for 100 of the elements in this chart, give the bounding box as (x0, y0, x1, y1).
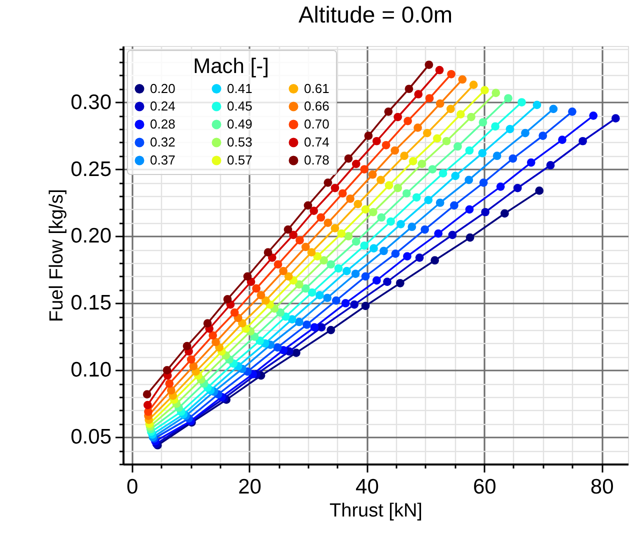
point (334, 264, 343, 273)
point (382, 140, 390, 150)
legend-label: 0.70 (304, 116, 330, 132)
point (402, 189, 411, 198)
point (317, 323, 326, 332)
point (326, 260, 336, 269)
point (447, 70, 456, 78)
point (212, 338, 220, 346)
point (262, 296, 270, 305)
point (330, 184, 340, 192)
point (284, 272, 293, 281)
point (400, 152, 408, 160)
point (492, 152, 502, 160)
point (425, 94, 434, 102)
point (504, 94, 512, 102)
point (368, 170, 377, 179)
point (294, 280, 304, 289)
point (446, 104, 455, 114)
legend-label: 0.57 (227, 152, 252, 168)
point (415, 254, 424, 262)
point (396, 278, 404, 288)
point (611, 114, 620, 123)
point (422, 128, 432, 138)
point (337, 229, 346, 238)
point (256, 291, 266, 300)
point (465, 146, 474, 155)
point (549, 104, 558, 114)
point (526, 158, 536, 167)
point (166, 386, 176, 394)
point (454, 142, 462, 151)
legend-label: 0.78 (304, 152, 330, 168)
point (162, 366, 172, 374)
point (342, 266, 351, 276)
point (438, 169, 448, 178)
y-tick-label: 0.25 (70, 158, 112, 181)
point (469, 80, 478, 90)
point (350, 300, 359, 309)
point (466, 233, 474, 242)
point (316, 291, 324, 300)
point (320, 256, 328, 265)
point (316, 213, 326, 222)
point (165, 379, 174, 388)
point (396, 220, 405, 228)
point (332, 296, 340, 305)
point (310, 206, 318, 215)
x-tick-label: 60 (472, 476, 496, 498)
point (589, 111, 598, 120)
point (354, 200, 362, 208)
point (368, 208, 378, 216)
point (341, 299, 350, 308)
point (390, 146, 400, 155)
point (430, 256, 439, 265)
point (518, 98, 526, 106)
point (465, 205, 474, 214)
point (324, 178, 332, 187)
point (301, 242, 310, 252)
point (568, 107, 576, 116)
point (500, 209, 509, 218)
point (532, 100, 542, 110)
x-tick-label: 80 (590, 476, 614, 498)
legend-label: 0.41 (227, 80, 252, 96)
y-tick-label: 0.10 (70, 358, 112, 382)
point (384, 107, 393, 116)
point (252, 284, 260, 293)
legend-label: 0.66 (304, 98, 330, 114)
point (491, 122, 500, 131)
point (450, 201, 458, 210)
point (326, 326, 336, 334)
point (223, 295, 232, 304)
point (558, 136, 566, 144)
point (424, 196, 433, 204)
y-tick-label: 0.05 (70, 426, 112, 449)
point (372, 136, 381, 146)
legend-label: 0.24 (150, 98, 176, 114)
point (432, 134, 442, 143)
x-tick-label: 0 (126, 476, 138, 498)
point (361, 272, 370, 281)
point (292, 348, 300, 357)
point (372, 276, 381, 285)
point (391, 249, 400, 258)
point (424, 60, 434, 69)
point (456, 110, 465, 118)
point (384, 181, 394, 190)
point (414, 90, 423, 98)
point (414, 124, 422, 132)
point (352, 160, 360, 168)
point (296, 236, 304, 244)
point (508, 154, 518, 163)
point (360, 241, 369, 250)
point (346, 194, 354, 203)
point (386, 217, 395, 226)
point (143, 400, 152, 410)
point (324, 218, 332, 228)
legend-label: 0.32 (150, 134, 176, 150)
point (394, 184, 402, 192)
point (436, 198, 444, 207)
point (313, 252, 322, 261)
legend-label: 0.53 (227, 134, 252, 150)
point (276, 308, 285, 317)
point (408, 222, 416, 232)
